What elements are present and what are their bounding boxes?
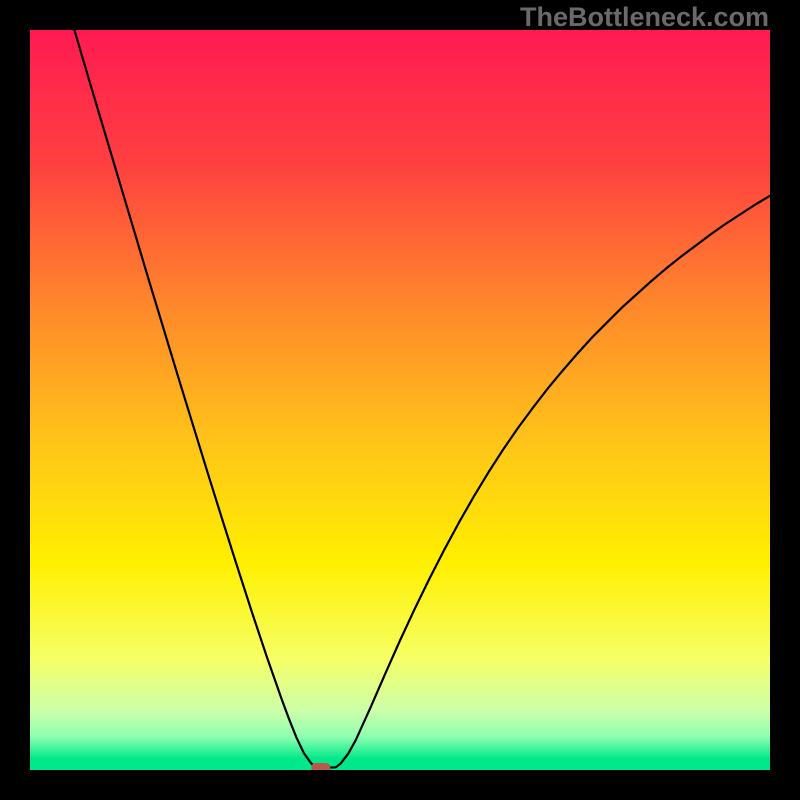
optimum-marker xyxy=(311,763,330,770)
watermark-label: TheBottleneck.com xyxy=(520,2,769,33)
chart-background xyxy=(30,30,770,770)
bottleneck-chart xyxy=(30,30,770,770)
